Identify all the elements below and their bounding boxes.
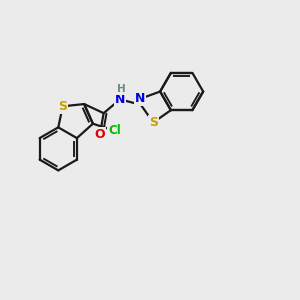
Text: N: N — [115, 93, 125, 106]
Text: O: O — [94, 128, 105, 141]
Text: H: H — [117, 84, 126, 94]
Text: Cl: Cl — [108, 124, 121, 137]
Text: S: S — [58, 100, 67, 113]
Text: S: S — [149, 116, 158, 129]
Text: N: N — [135, 92, 145, 105]
